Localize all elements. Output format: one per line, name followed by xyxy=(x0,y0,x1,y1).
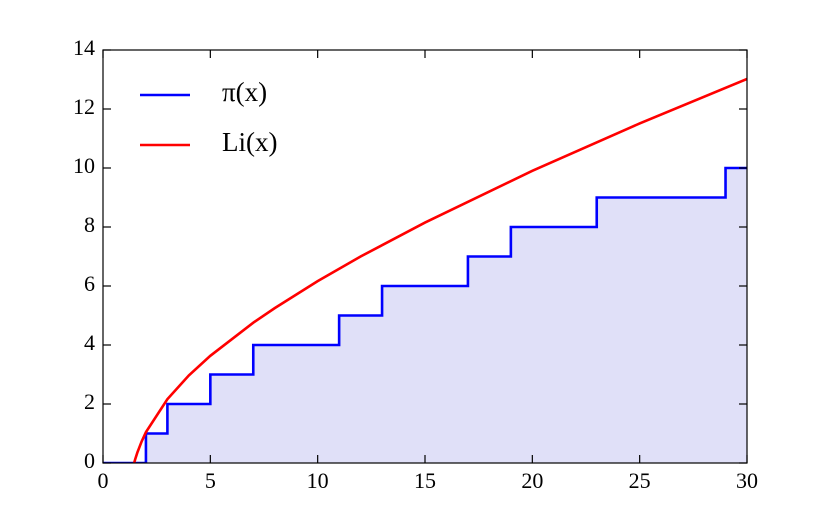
line xyxy=(132,77,747,463)
x-tick-label: 0 xyxy=(98,468,109,493)
y-tick-label: 2 xyxy=(84,389,95,414)
y-tick-label: 12 xyxy=(73,94,95,119)
legend-label: π(x) xyxy=(222,77,267,107)
x-tick-label: 15 xyxy=(414,468,436,493)
x-tick-label: 5 xyxy=(205,468,216,493)
y-tick-label: 8 xyxy=(84,212,95,237)
x-tick-label: 30 xyxy=(736,468,758,493)
area-fill xyxy=(103,168,747,463)
line xyxy=(103,166,747,463)
y-tick-label: 4 xyxy=(84,330,95,355)
y-tick-label: 10 xyxy=(73,153,95,178)
legend-label: Li(x) xyxy=(222,127,277,157)
y-tick-label: 6 xyxy=(84,271,95,296)
x-tick-label: 20 xyxy=(521,468,543,493)
x-tick-label: 25 xyxy=(629,468,651,493)
y-tick-label: 14 xyxy=(73,35,95,60)
x-tick-label: 10 xyxy=(307,468,329,493)
y-tick-label: 0 xyxy=(84,448,95,473)
